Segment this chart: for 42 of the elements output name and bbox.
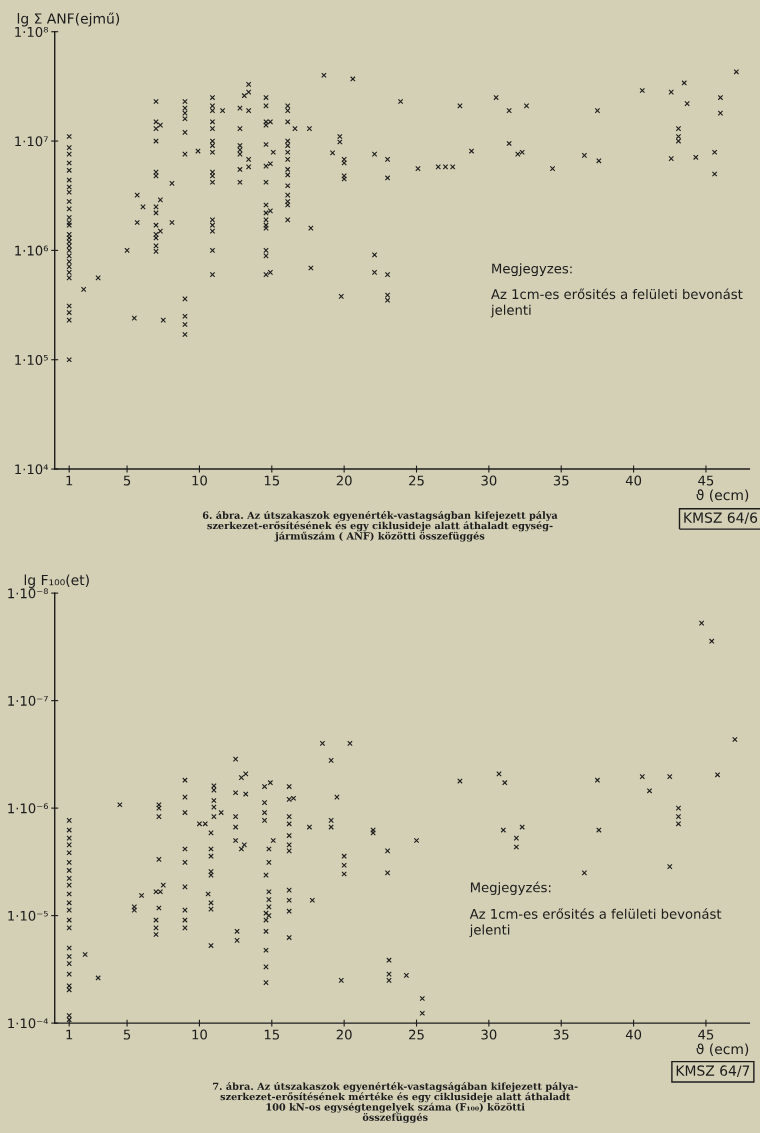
x-tick-label: 10 <box>192 1029 207 1040</box>
x-tick-label: 10 <box>192 475 207 486</box>
x-tick-label: 5 <box>123 475 131 486</box>
x-tick-label: 5 <box>123 1029 131 1040</box>
y-tick-label: 1·10⁶ <box>15 245 49 256</box>
y-tick-label: 1·10⁷ <box>15 136 48 147</box>
x-tick-label: 20 <box>336 475 352 486</box>
x-axis-title: ϑ (ecm) <box>696 1043 749 1056</box>
y-tick-label: 1·10⁻⁴ <box>8 1018 49 1029</box>
y-tick-label: 1·10⁻⁵ <box>8 910 48 921</box>
annotation: Megjegyzés: <box>470 881 551 895</box>
x-tick-label: 1 <box>66 475 73 486</box>
x-tick-label: 30 <box>481 1029 497 1040</box>
y-tick-label: 1·10⁴ <box>15 464 49 475</box>
x-axis-title: ϑ (ecm) <box>696 489 749 502</box>
x-tick-label: 25 <box>409 1029 424 1040</box>
x-tick-label: 45 <box>698 475 714 486</box>
y-tick-label: 1·10⁸ <box>15 26 48 37</box>
x-tick-label: 35 <box>553 1029 569 1040</box>
y-tick-label: 1·10⁻⁷ <box>8 695 48 706</box>
x-tick-label: 1 <box>66 1029 73 1040</box>
x-tick-label: 40 <box>625 1029 642 1040</box>
y-axis-title: lg F₁₀₀(et) <box>24 574 89 588</box>
annotation: Az 1cm-es erősités a felületi bevonást jelenti <box>490 288 743 318</box>
y-tick-label: 1·10⁻⁸ <box>8 588 48 599</box>
text: 7. ábra. Az útszakaszok egyenérték-vastagságában kifejezett pálya- szerkezet-erősítésének mértéke és egy ciklusideje alatt áthaladt 100 kN-os egységtengelyek száma (F₁₀₀) közötti összefüggés <box>213 1082 578 1123</box>
x-tick-label: 25 <box>409 475 424 486</box>
y-tick-label: 1·10⁻⁶ <box>8 803 49 814</box>
x-tick-label: 35 <box>553 475 569 486</box>
text: 6. ábra. Az útszakaszok egyenérték-vastagságban kifejezett pálya szerkezet-erősítésének és egy ciklusideje alatt áthaladt egység- járműszám ( ANF) közötti összefüggés <box>202 510 558 542</box>
x-tick-label: 40 <box>625 475 642 486</box>
annotation: Megjegyzes: <box>492 263 572 277</box>
x-tick-label: 15 <box>264 475 280 486</box>
y-axis-title: lg Σ ANF(ejmű) <box>17 12 120 27</box>
annotation: Az 1cm-es erősités a felületi bevonást jelenti <box>469 908 722 938</box>
text: KMSZ 64/7 <box>676 1065 750 1077</box>
x-tick-label: 45 <box>698 1029 714 1040</box>
x-tick-label: 30 <box>481 475 497 486</box>
text: KMSZ 64/6 <box>684 512 758 525</box>
x-tick-label: 20 <box>336 1029 352 1040</box>
y-tick-label: 1·10⁵ <box>15 354 48 365</box>
x-tick-label: 15 <box>264 1029 280 1040</box>
